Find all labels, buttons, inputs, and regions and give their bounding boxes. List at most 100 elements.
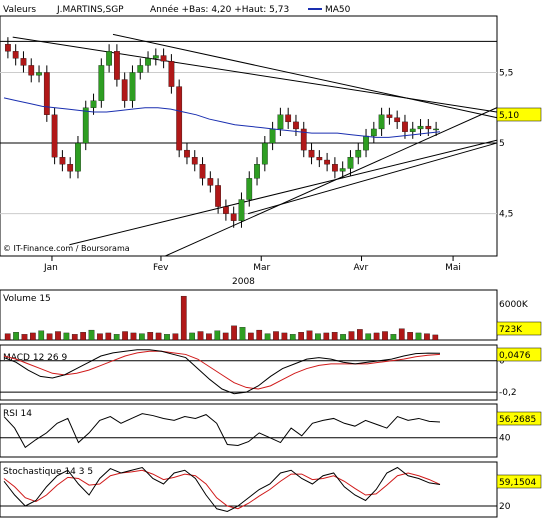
price-trendlines: [12, 33, 497, 257]
candle: [20, 58, 27, 66]
trendline: [12, 36, 497, 113]
volume-bar: [122, 331, 128, 341]
ma50-legend-label: MA50: [325, 5, 351, 15]
price-panel-frame: [0, 15, 498, 257]
candle: [433, 128, 439, 131]
last-value-text: 0,0476: [499, 351, 531, 361]
volume-bar: [357, 329, 363, 341]
volume-bars: [4, 295, 439, 341]
indicator-tick-label: 0: [499, 357, 505, 367]
candle: [114, 51, 120, 80]
candle: [308, 149, 315, 158]
last-value-box: [496, 474, 542, 489]
candle: [285, 114, 292, 123]
stochastic-panel: Stochastique 14 3 5 20: [0, 461, 511, 518]
volume-bar: [365, 333, 372, 341]
volume-bar: [331, 332, 338, 341]
volume-bar: [13, 332, 19, 341]
volume-bar: [323, 332, 330, 341]
trendline: [112, 33, 497, 119]
candle: [152, 55, 159, 59]
indicator-tick-label: 20: [499, 502, 511, 512]
last-value-text: 5,10: [499, 111, 519, 121]
stochastic-title: Stochastique 14 3 5: [3, 467, 93, 477]
rsi-panel-frame: [0, 403, 498, 458]
volume-bar: [4, 333, 11, 341]
candle: [230, 213, 237, 221]
volume-bar: [289, 334, 296, 341]
candle: [75, 142, 81, 172]
candle: [129, 72, 136, 101]
volume-bar: [46, 333, 53, 341]
month-label: Mai: [445, 263, 461, 273]
candle: [363, 135, 369, 151]
volume-bar: [407, 332, 413, 341]
volume-bar: [97, 333, 103, 341]
credit-text: © IT-Finance.com / Boursorama: [3, 244, 130, 253]
candle: [277, 114, 284, 130]
last-value-box: [496, 347, 542, 362]
volume-bar: [30, 332, 36, 341]
rsi-panel: RSI 14 40: [0, 403, 511, 458]
candle: [82, 107, 89, 144]
candle: [269, 128, 276, 144]
candle: [137, 65, 144, 73]
macd-lines: 0 -0,2: [0, 349, 517, 398]
volume-panel: Volume 15 6000K: [0, 289, 529, 341]
stochastic-d-line: [3, 469, 441, 510]
macd-line: [3, 349, 441, 395]
ma50-line: [3, 97, 441, 138]
volume-bar: [273, 331, 279, 341]
volume-bar: [382, 331, 388, 341]
month-label: Avr: [354, 263, 369, 273]
candle: [67, 164, 74, 172]
trendline: [165, 107, 497, 257]
last-value-box: [496, 411, 542, 426]
price-tick-label: 5,5: [499, 68, 513, 78]
volume-bar: [113, 334, 120, 341]
candle: [347, 157, 354, 169]
price-candles: [5, 37, 439, 228]
volume-bar: [340, 334, 346, 341]
year-range-label: Année +Bas: 4,20 +Haut: 5,73: [150, 4, 289, 15]
chart-header: Valeurs J.MARTINS,SGP Année +Bas: 4,20 +…: [3, 4, 351, 15]
candle: [246, 178, 253, 200]
valeurs-label: Valeurs: [3, 5, 36, 15]
volume-bar: [180, 295, 187, 341]
candle: [370, 128, 377, 137]
candle: [98, 65, 105, 101]
value-boxes: 5,10 723K 0,0476 56,2685 59,1504: [496, 107, 542, 489]
volume-bar: [281, 332, 288, 341]
volume-bar: [206, 333, 212, 341]
volume-bar: [189, 332, 195, 341]
stochastic-panel-frame: [0, 461, 498, 518]
year-label: 2008: [232, 277, 255, 287]
stochastic-k-line: [3, 466, 441, 513]
volume-bar: [256, 329, 263, 341]
candle: [378, 114, 385, 130]
candle: [417, 125, 424, 130]
volume-tick-6000k: 6000K: [499, 300, 529, 310]
candle: [145, 58, 151, 66]
volume-bar: [164, 334, 170, 341]
candle: [121, 79, 128, 101]
volume-panel-frame: [0, 289, 498, 341]
volume-bar: [248, 332, 254, 341]
candle: [324, 159, 330, 165]
volume-title: Volume 15: [3, 294, 51, 304]
volume-bar: [222, 332, 229, 341]
candle: [5, 44, 11, 52]
candle: [184, 149, 190, 158]
candle: [176, 86, 183, 151]
volume-bar: [398, 328, 405, 341]
volume-bar: [239, 327, 246, 341]
last-value-box: [496, 107, 542, 122]
candle: [332, 164, 338, 172]
candle: [223, 206, 229, 214]
volume-bar: [373, 332, 380, 341]
volume-bar: [214, 330, 221, 341]
macd-signal-line: [3, 350, 441, 390]
candle: [355, 149, 362, 158]
month-axis: Jan Fev Mar Avr Mai: [43, 256, 461, 273]
month-label: Mar: [253, 263, 270, 273]
